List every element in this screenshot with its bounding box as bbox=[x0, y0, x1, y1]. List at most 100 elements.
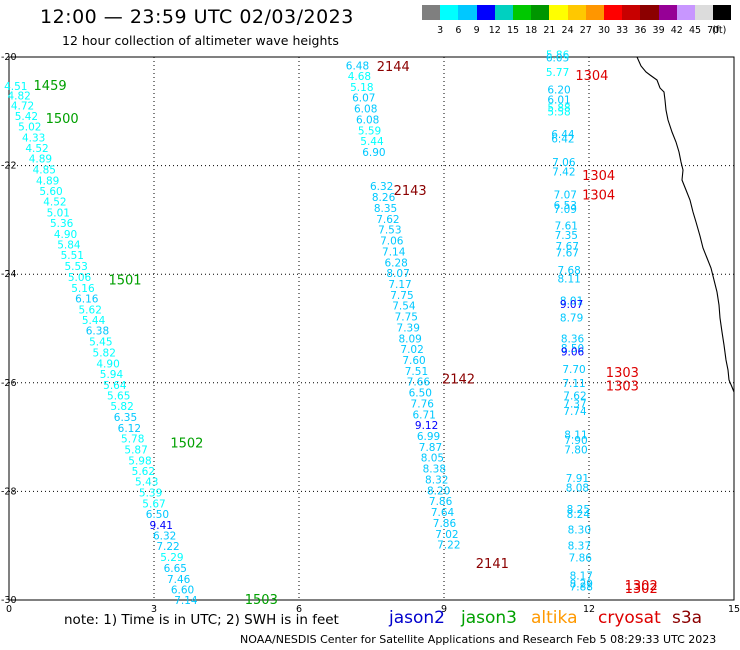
y-tick-label: -26 bbox=[1, 378, 17, 389]
wave-height-value: 5.86 bbox=[546, 49, 570, 61]
wave-height-value: 8.36 bbox=[561, 333, 585, 345]
legend-jason3: jason3 bbox=[461, 608, 517, 628]
wave-height-value: 7.54 bbox=[392, 301, 416, 313]
wave-height-value: 8.17 bbox=[570, 571, 593, 583]
scale-unit: (ft) bbox=[712, 25, 727, 36]
wave-height-value: 8.37 bbox=[568, 541, 591, 553]
pass-number-label: 2144 bbox=[377, 60, 410, 75]
wave-height-value: 6.50 bbox=[409, 388, 432, 400]
wave-height-value: 5.44 bbox=[360, 136, 384, 148]
wave-height-value: 7.90 bbox=[564, 435, 587, 447]
wave-height-value: 7.86 bbox=[569, 553, 593, 565]
wave-height-value: 4.90 bbox=[96, 358, 119, 370]
wave-height-value: 5.78 bbox=[121, 434, 144, 446]
wave-height-value: 8.38 bbox=[423, 464, 446, 476]
x-tick-label: 15 bbox=[728, 604, 740, 615]
y-tick-label: -24 bbox=[1, 269, 17, 280]
wave-height-value: 7.68 bbox=[557, 265, 580, 277]
wave-height-value: 8.01 bbox=[560, 295, 583, 307]
wave-height-value: 7.37 bbox=[563, 398, 586, 410]
wave-height-value: 6.05 bbox=[546, 53, 569, 65]
grid-lines bbox=[9, 57, 734, 600]
wave-height-value: 7.14 bbox=[382, 246, 406, 258]
wave-height-value: 5.39 bbox=[139, 487, 162, 499]
scale-swatch bbox=[567, 5, 586, 20]
scale-label: 30 bbox=[597, 25, 611, 36]
wave-height-value: 5.87 bbox=[124, 445, 147, 457]
scale-label: 70 bbox=[707, 25, 720, 36]
wave-height-value: 5.45 bbox=[89, 337, 112, 349]
wave-height-value: 7.74 bbox=[563, 406, 587, 418]
pass-number-label: 1302 bbox=[625, 579, 658, 594]
wave-height-value: 7.64 bbox=[431, 507, 455, 519]
x-tick-label: 0 bbox=[6, 604, 12, 615]
wave-height-value: 7.67 bbox=[556, 241, 579, 253]
scale-swatch bbox=[658, 5, 677, 20]
wave-height-value: 7.07 bbox=[554, 189, 577, 201]
wave-height-value: 5.82 bbox=[110, 401, 133, 413]
wave-height-value: 9.12 bbox=[415, 420, 438, 432]
wave-height-value: 7.22 bbox=[156, 541, 179, 553]
wave-height-value: 6.44 bbox=[551, 129, 575, 141]
wave-height-value: 5.58 bbox=[547, 106, 570, 118]
pass-number-label: 1304 bbox=[582, 169, 615, 184]
y-tick-label: -30 bbox=[1, 595, 17, 606]
wave-height-value: 8.05 bbox=[421, 453, 444, 465]
wave-height-value: 9.06 bbox=[561, 346, 585, 358]
wave-height-value: 5.64 bbox=[103, 380, 127, 392]
wave-height-value: 5.42 bbox=[15, 111, 38, 123]
scale-label: 18 bbox=[525, 25, 538, 36]
wave-height-value: 7.06 bbox=[552, 157, 576, 169]
scale-swatch bbox=[585, 5, 604, 20]
wave-height-value: 8.11 bbox=[557, 274, 580, 286]
x-tick-label: 9 bbox=[441, 604, 447, 615]
scale-swatch bbox=[513, 5, 532, 20]
wave-height-value: 6.08 bbox=[356, 114, 379, 126]
wave-height-value: 7.17 bbox=[388, 279, 411, 291]
wave-height-value: 6.12 bbox=[118, 423, 141, 435]
map-frame bbox=[8, 56, 735, 601]
wave-height-value: 7.88 bbox=[570, 581, 593, 593]
pass-labels-layer: 1459 1500 1501 1502 1503 2144 2143 2142 2141 1304… bbox=[34, 60, 658, 608]
pass-number-label: 1503 bbox=[245, 593, 278, 608]
wave-height-value: 4.68 bbox=[348, 71, 371, 83]
wave-height-value: 7.87 bbox=[419, 442, 442, 454]
wave-height-value: 6.20 bbox=[547, 85, 570, 97]
wave-height-value: 7.70 bbox=[562, 364, 585, 376]
wave-height-value: 5.43 bbox=[135, 477, 158, 489]
wave-height-value: 7.66 bbox=[407, 377, 431, 389]
wave-height-value: 5.65 bbox=[107, 390, 130, 402]
y-tick-label: -28 bbox=[1, 486, 17, 497]
wave-height-value: 6.16 bbox=[75, 294, 99, 306]
wave-height-value: 6.60 bbox=[171, 585, 194, 597]
x-tick-label: 3 bbox=[151, 604, 157, 615]
scale-label: 39 bbox=[652, 25, 665, 36]
wave-height-value: 5.84 bbox=[57, 239, 81, 251]
wave-height-value: 5.01 bbox=[47, 207, 70, 219]
scale-label: 9 bbox=[473, 25, 480, 36]
wave-height-value: 4.85 bbox=[33, 164, 56, 176]
wave-height-value: 5.44 bbox=[82, 315, 106, 327]
scale-swatch bbox=[676, 5, 695, 20]
wave-height-value: 8.11 bbox=[564, 429, 587, 441]
wave-height-value: 7.86 bbox=[429, 496, 453, 508]
scale-label: 6 bbox=[455, 25, 462, 36]
wave-height-value: 6.53 bbox=[554, 200, 577, 212]
scale-label: 24 bbox=[561, 25, 574, 36]
wave-height-value: 7.14 bbox=[174, 595, 198, 607]
wave-height-value: 8.29 bbox=[570, 579, 593, 591]
wave-height-value: 5.98 bbox=[128, 455, 151, 467]
wave-height-value: 7.09 bbox=[554, 204, 577, 216]
pass-number-label: 1302 bbox=[625, 582, 658, 597]
wave-height-value: 7.76 bbox=[411, 398, 435, 410]
wave-height-value: 5.51 bbox=[61, 250, 84, 262]
scale-swatch bbox=[604, 5, 623, 20]
scale-label: 3 bbox=[437, 25, 444, 36]
x-tick-label: 6 bbox=[296, 604, 302, 615]
pass-number-label: 2142 bbox=[442, 372, 475, 387]
scale-label: 15 bbox=[506, 25, 520, 36]
wave-height-value: 6.90 bbox=[362, 147, 385, 159]
wave-height-value: 4.52 bbox=[43, 196, 66, 208]
pass-number-label: 1501 bbox=[108, 274, 141, 289]
scale-label: 42 bbox=[670, 25, 683, 36]
